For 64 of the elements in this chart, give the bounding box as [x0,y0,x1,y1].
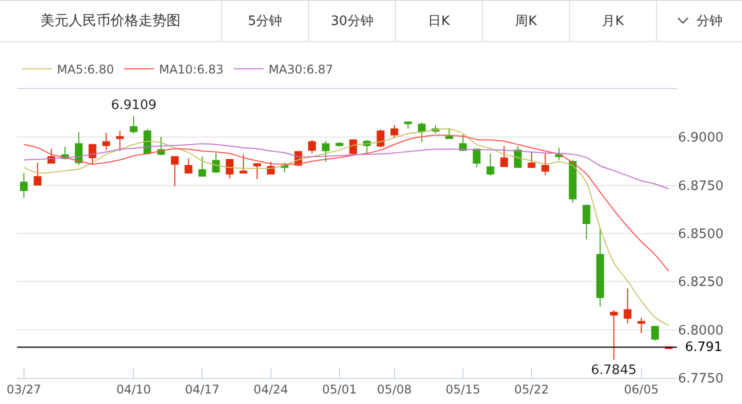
text: 30分钟 [309,1,396,41]
candlestick [253,162,261,180]
annotation: 6.7845 [591,363,636,378]
text: 分钟 [696,13,722,30]
y-tick-label: 6.9000 [678,130,724,146]
text: 周K [483,1,570,41]
candlestick [404,120,412,130]
candlestick [226,158,234,179]
candlestick [130,116,138,134]
legend-label: MA30:6.87 [268,62,334,76]
x-tick-label: 05/01 [322,382,357,396]
candlestick [240,154,248,174]
line-series [23,143,670,190]
line-series [23,128,670,326]
candlestick [376,129,384,148]
candlestick [212,152,220,174]
candlestick [336,142,344,148]
y-tick-label: 6.8250 [678,275,724,290]
ref-line-label: 6.791 [685,340,722,355]
legend-label: MA10:6.83 [158,62,224,76]
candlestick [637,317,646,334]
y-tick-label: 6.8000 [678,323,724,338]
y-tick-label: 6.7750 [678,372,724,387]
line-series [23,134,670,272]
candlestick [116,130,124,152]
candlestick [528,152,536,168]
text: 日K [396,1,483,41]
candlestick [308,140,316,154]
x-tick-label: 05/15 [446,382,480,396]
y-tick-label: 6.8500 [678,227,724,242]
candlestick [20,172,28,198]
candlestick [184,158,192,174]
candlestick [88,143,96,166]
candlestick [596,226,604,308]
candlestick [418,122,426,143]
candlestick [34,162,42,186]
x-tick-label: 03/27 [6,382,42,396]
text: 5分钟 [222,1,309,41]
chart-title: 美元人民币价格走势图 [0,1,222,41]
x-tick-label: 04/10 [116,382,151,396]
x-tick-label: 05/22 [514,382,549,396]
candlestick [582,204,590,240]
candlestick [624,288,632,324]
candlestick [170,156,179,187]
candlestick [198,156,206,177]
x-tick-label: 05/08 [377,382,412,396]
annotation: 6.9109 [111,98,156,113]
x-tick-label: 04/24 [254,382,288,396]
x-tick-label: 04/17 [184,382,220,396]
candlestick [500,146,508,167]
candlestick [541,152,550,176]
x-tick-label: 06/05 [624,382,659,396]
candlestick [610,309,618,360]
candlestick [74,131,83,166]
candlestick [390,124,398,138]
candlestick [102,132,110,151]
y-tick-label: 6.8750 [678,178,724,194]
text: 月K [570,1,657,41]
candlestick [486,153,494,176]
candlestick [568,159,577,204]
candlestick [651,325,659,342]
legend-label: MA5:6.80 [57,62,114,76]
candlestick [322,140,330,162]
candlestick [472,148,481,168]
